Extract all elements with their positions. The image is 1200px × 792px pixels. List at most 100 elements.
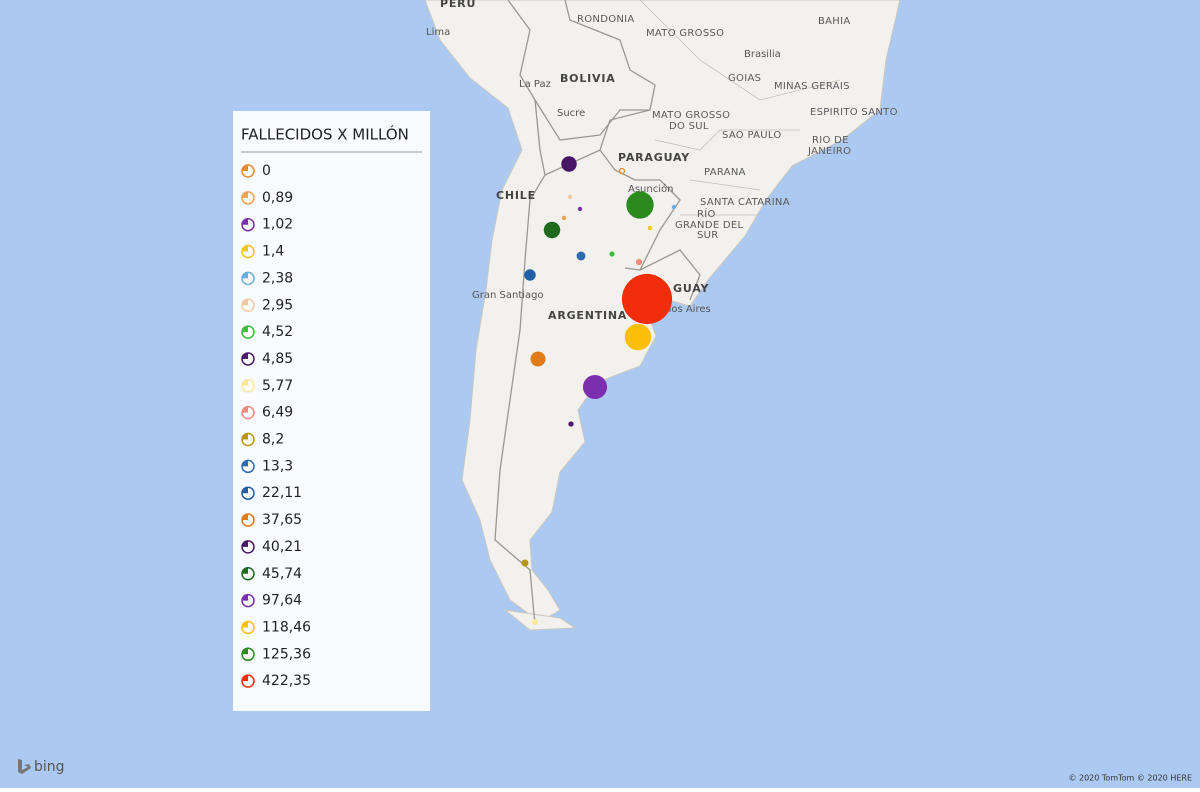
map-label: Lima xyxy=(426,27,450,38)
map-label: nos Aires xyxy=(665,304,711,315)
logo: bing xyxy=(34,759,65,775)
map-label: PERU xyxy=(440,0,476,10)
bubble xyxy=(576,251,586,261)
legend-icon xyxy=(242,648,248,655)
bubble xyxy=(582,374,608,400)
bubble xyxy=(671,204,677,210)
legend-label: 118,46 xyxy=(262,619,311,635)
legend-label: 97,64 xyxy=(262,593,302,609)
legend-box xyxy=(233,111,430,711)
legend-icon xyxy=(242,460,248,467)
bubble xyxy=(532,619,538,625)
copyright: © 2020 TomTom © 2020 HERE xyxy=(1068,774,1192,783)
map-label: Sucre xyxy=(557,108,585,119)
legend-label: 2,38 xyxy=(262,270,293,286)
bubble xyxy=(521,559,529,567)
legend-icon xyxy=(242,406,248,413)
bubble xyxy=(561,156,577,172)
map-label: CHILE xyxy=(496,189,536,202)
legend-icon xyxy=(242,218,248,225)
bubble xyxy=(609,251,615,257)
state-borders xyxy=(639,0,841,216)
map-label: La Paz xyxy=(519,79,551,90)
legend-icon xyxy=(242,352,248,359)
land xyxy=(503,609,577,631)
legend-label: 45,74 xyxy=(262,566,302,582)
logo-icon xyxy=(18,759,31,774)
legend-label: 4,85 xyxy=(262,351,293,367)
bubble xyxy=(524,269,536,281)
map-label: BOLIVIA xyxy=(560,72,616,85)
map-label: RÍO xyxy=(697,207,716,220)
bubble xyxy=(577,206,583,212)
map-label: GOIAS xyxy=(728,73,761,84)
legend-icon xyxy=(242,540,248,547)
map-label: RONDONIA xyxy=(577,14,635,25)
map-label: MATO GROSSO xyxy=(652,110,730,121)
map-label: RIO DE xyxy=(812,135,849,146)
map-label: MATO GROSSO xyxy=(646,28,724,39)
map-label: PARAGUAY xyxy=(618,151,690,164)
legend-label: 1,02 xyxy=(262,217,293,233)
legend-icon xyxy=(242,675,248,682)
legend-label: 1,4 xyxy=(262,244,284,260)
bubble xyxy=(626,191,654,219)
legend-label: 5,77 xyxy=(262,378,293,394)
map-label: ESPIRITO SANTO xyxy=(810,107,898,118)
map-label: Brasilia xyxy=(744,49,781,60)
legend-icon xyxy=(242,487,248,494)
map-label: BAHIA xyxy=(818,16,851,27)
bubble xyxy=(618,167,626,175)
legend-label: 22,11 xyxy=(262,485,302,501)
legend-icon xyxy=(242,299,248,306)
legend-icon xyxy=(242,567,248,574)
map-label: PARANA xyxy=(704,167,746,178)
bubble xyxy=(568,421,574,427)
legend-icon xyxy=(242,245,248,252)
land xyxy=(424,0,901,623)
bubble xyxy=(543,221,561,239)
legend-label: 6,49 xyxy=(262,405,293,421)
bubbles xyxy=(521,156,677,625)
legend-label: 125,36 xyxy=(262,646,311,662)
legend-icon xyxy=(242,379,248,386)
map-label: DO SUL xyxy=(669,121,709,132)
legend-label: 0 xyxy=(262,163,271,179)
legend-icon xyxy=(242,326,248,333)
legend-label: 8,2 xyxy=(262,432,284,448)
map-label: MINAS GERAIS xyxy=(774,81,850,92)
legend-label: 422,35 xyxy=(262,673,311,689)
map-label: GUAY xyxy=(673,282,709,295)
legend-icon xyxy=(242,594,248,601)
bubble xyxy=(561,215,567,221)
legend-icon xyxy=(242,514,248,521)
legend-title: FALLECIDOS X MILLÓN xyxy=(241,125,409,144)
legend-icon xyxy=(242,165,248,171)
map-label: ARGENTINA xyxy=(548,309,627,322)
legend-icon xyxy=(242,433,248,440)
bubble xyxy=(621,273,673,325)
map-label: GRANDE DEL xyxy=(675,220,744,231)
map-label: SANTA CATARINA xyxy=(700,197,790,208)
bubble xyxy=(624,323,652,351)
bubble xyxy=(567,194,573,200)
legend-icon xyxy=(242,191,248,198)
map-label: SAO PAULO xyxy=(722,130,782,141)
legend-label: 2,95 xyxy=(262,297,293,313)
legend: 0 0,89 1,02 1,4 2,38 2,95 4,52 4,85 5,77 6,49 8,2 1… xyxy=(241,163,311,689)
bubble xyxy=(647,225,653,231)
legend-icon xyxy=(242,272,248,279)
legend-label: 0,89 xyxy=(262,190,293,206)
legend-label: 4,52 xyxy=(262,324,293,340)
legend-icon xyxy=(242,621,248,628)
legend-label: 37,65 xyxy=(262,512,302,528)
bubble xyxy=(530,351,546,367)
legend-label: 40,21 xyxy=(262,539,302,555)
borders xyxy=(494,0,701,626)
legend-label: 13,3 xyxy=(262,458,293,474)
map-label: Gran Santiago xyxy=(472,290,544,301)
map-label: JANEIRO xyxy=(807,146,851,157)
map-label: SUR xyxy=(697,230,719,241)
bubble xyxy=(635,258,643,266)
